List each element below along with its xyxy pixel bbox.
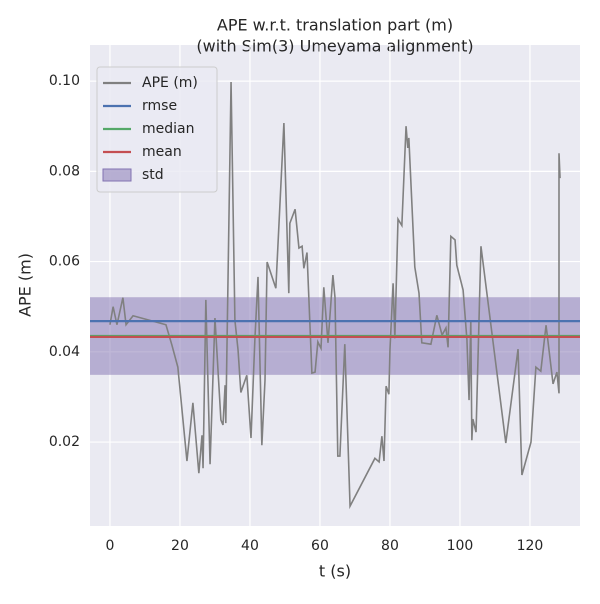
x-tick-label: 60 bbox=[311, 538, 329, 554]
y-tick-label: 0.08 bbox=[49, 163, 80, 179]
y-tick-label: 0.10 bbox=[49, 73, 80, 89]
legend-swatch bbox=[102, 168, 132, 182]
chart-subtitle: (with Sim(3) Umeyama alignment) bbox=[196, 37, 473, 56]
x-tick-label: 20 bbox=[171, 538, 189, 554]
x-tick-label: 100 bbox=[447, 538, 474, 554]
x-axis-label: t (s) bbox=[319, 562, 351, 581]
legend-label: mean bbox=[142, 144, 182, 160]
y-axis-label: APE (m) bbox=[16, 253, 35, 317]
y-tick-label: 0.06 bbox=[49, 254, 80, 270]
chart-title: APE w.r.t. translation part (m) bbox=[217, 16, 453, 35]
legend-frame bbox=[96, 66, 218, 193]
x-tick-label: 0 bbox=[105, 538, 114, 554]
legend-label: std bbox=[142, 167, 164, 183]
legend-label: median bbox=[142, 121, 194, 137]
legend-label: rmse bbox=[142, 98, 177, 114]
x-tick-label: 120 bbox=[517, 538, 544, 554]
legend: APE (m) rmse median mean std bbox=[96, 66, 218, 193]
legend-label: APE (m) bbox=[142, 75, 198, 91]
y-tick-label: 0.02 bbox=[49, 434, 80, 450]
x-tick-label: 40 bbox=[241, 538, 259, 554]
y-tick-label: 0.04 bbox=[49, 344, 80, 360]
x-tick-label: 80 bbox=[381, 538, 399, 554]
